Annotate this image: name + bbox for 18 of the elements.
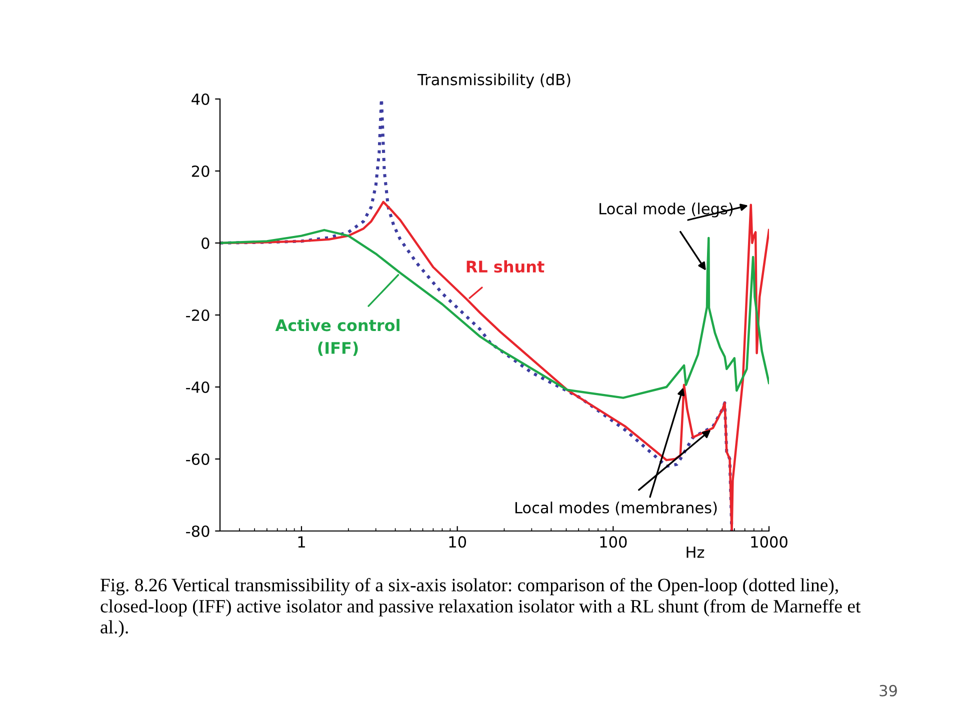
y-tick-label: -40	[186, 381, 210, 394]
y-tick-label: 40	[192, 93, 210, 106]
x-axis-title: Hz	[686, 546, 704, 558]
x-tick-label: 100	[600, 536, 627, 548]
y-tick-label: -80	[186, 525, 210, 538]
text: 39	[880, 684, 897, 696]
x-tick-label: 1	[298, 536, 305, 548]
x-tick-label: 1000	[751, 536, 788, 548]
y-tick-label: 0	[202, 237, 210, 250]
y-tick-label: -60	[186, 453, 210, 466]
chart-title: Transmissibility (dB)	[417, 74, 570, 88]
y-tick-label: -20	[186, 309, 210, 322]
y-tick-label: 20	[192, 165, 210, 178]
caption: Fig. 8.26 Vertical transmissibility of a six-axis isolator: comparison of the Open-loop (dotted line), closed-loop (IFF) active isolator and passive relaxation isolator with a RL shunt (from de Marneffe et al.).	[100, 578, 861, 638]
x-tick-label: 10	[449, 536, 466, 548]
annotation: RL shunt	[466, 260, 544, 273]
annotation: Local modes (membranes)	[515, 502, 717, 516]
annotation: Active control (IFF)	[275, 318, 400, 356]
